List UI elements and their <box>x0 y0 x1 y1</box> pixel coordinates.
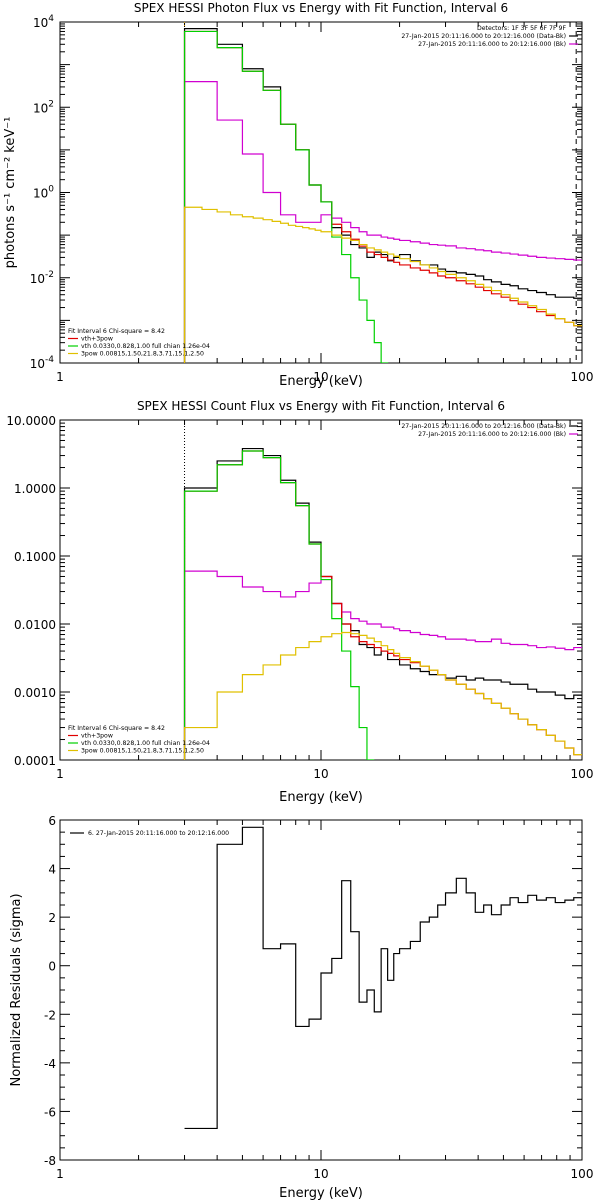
series-line-1 <box>183 28 582 363</box>
x-tick-label: 100 <box>571 1167 594 1181</box>
y-tick-label: 10.0000 <box>6 414 56 428</box>
legend-text: vth+3pow <box>81 733 113 740</box>
chart-title: SPEX HESSI Count Flux vs Energy with Fit… <box>137 399 505 413</box>
x-tick-label: 1 <box>56 767 64 781</box>
x-axis-label: Energy (keV) <box>279 790 363 805</box>
legend-text: vth 0.0330,0.828,1.00 full chian 1.26e-0… <box>81 740 210 747</box>
y-tick-label: 10-4 <box>30 355 55 371</box>
legend-text: Detectors: 1F 3F 5F 6F 7F 9F <box>477 25 566 32</box>
x-tick-label: 10 <box>313 767 328 781</box>
series-line-4 <box>183 30 389 363</box>
chart-title: SPEX HESSI Photon Flux vs Energy with Fi… <box>134 1 508 15</box>
series-line-3 <box>183 450 582 760</box>
x-tick-label: 100 <box>571 370 594 384</box>
series-line-2 <box>183 570 582 760</box>
chart-3: Energy (keV) Normalized Residuals (sigma)… <box>9 814 593 1200</box>
series-line-1 <box>183 447 582 760</box>
y-axis-label: photons s⁻¹ cm⁻² keV⁻¹ <box>3 117 18 269</box>
y-tick-label: 100 <box>33 185 54 201</box>
legend-text: 27-Jan-2015 20:11:16.000 to 20:12:16.000… <box>401 33 566 40</box>
y-tick-label: 0.0001 <box>14 754 56 768</box>
y-tick-label: 1.0000 <box>14 482 56 496</box>
y-tick-label: 2 <box>48 911 56 925</box>
legend-text: 3pow 0.00815,1.50,21.8,3.71,15.1,2.50 <box>81 351 204 358</box>
y-tick-label: 0.0010 <box>14 686 56 700</box>
y-tick-label: 10-2 <box>30 270 54 286</box>
series-line-4 <box>183 450 375 760</box>
legend-text: vth+3pow <box>81 336 113 343</box>
x-tick-label: 1 <box>56 1167 64 1181</box>
plot-frame <box>59 419 583 761</box>
y-tick-label: 0.0100 <box>14 618 56 632</box>
y-tick-label: 0 <box>48 960 56 974</box>
legend-text: 27-Jan-2015 20:11:16.000 to 20:12:16.000… <box>401 423 566 430</box>
chart-2: SPEX HESSI Count Flux vs Energy with Fit… <box>6 399 593 805</box>
x-tick-label: 100 <box>571 767 594 781</box>
x-tick-label: 10 <box>313 370 328 384</box>
series-line-3 <box>183 30 582 363</box>
x-axis-label: Energy (keV) <box>279 1186 363 1200</box>
legend-text: vth 0.0330,0.828,1.00 full chian 1.26e-0… <box>81 343 210 350</box>
y-tick-label: 6 <box>48 814 56 828</box>
y-tick-label: -6 <box>44 1105 56 1119</box>
chart-1: SPEX HESSI Photon Flux vs Energy with Fi… <box>3 1 593 389</box>
y-tick-label: 104 <box>33 14 54 30</box>
y-tick-label: 102 <box>33 99 54 115</box>
y-tick-label: 4 <box>48 863 56 877</box>
series-line-5 <box>183 631 582 760</box>
legend-text: 27-Jan-2015 20:11:16.000 to 20:12:16.000… <box>418 41 566 48</box>
x-axis-label: Energy (keV) <box>279 374 363 389</box>
legend-text: 3pow 0.00815,1.50,21.8,3.71,15.1,2.50 <box>81 748 204 755</box>
x-tick-label: 1 <box>56 370 64 384</box>
legend-text: 27-Jan-2015 20:11:16.000 to 20:12:16.000… <box>418 431 566 438</box>
series-line-5 <box>183 206 582 363</box>
y-tick-label: 0.1000 <box>14 550 56 564</box>
legend-text: Fit Interval 6 Chi-square = 8.42 <box>68 725 165 732</box>
legend-text: Fit Interval 6 Chi-square = 8.42 <box>68 328 165 335</box>
series-line-2 <box>183 80 582 363</box>
y-tick-label: -8 <box>44 1154 56 1168</box>
y-tick-label: -4 <box>44 1057 56 1071</box>
legend-text: 6. 27-Jan-2015 20:11:16.000 to 20:12:16.… <box>88 830 229 837</box>
x-tick-label: 10 <box>313 1167 328 1181</box>
y-tick-label: -2 <box>44 1008 56 1022</box>
series-line-1 <box>184 826 582 1130</box>
y-axis-label: Normalized Residuals (sigma) <box>9 893 24 1086</box>
